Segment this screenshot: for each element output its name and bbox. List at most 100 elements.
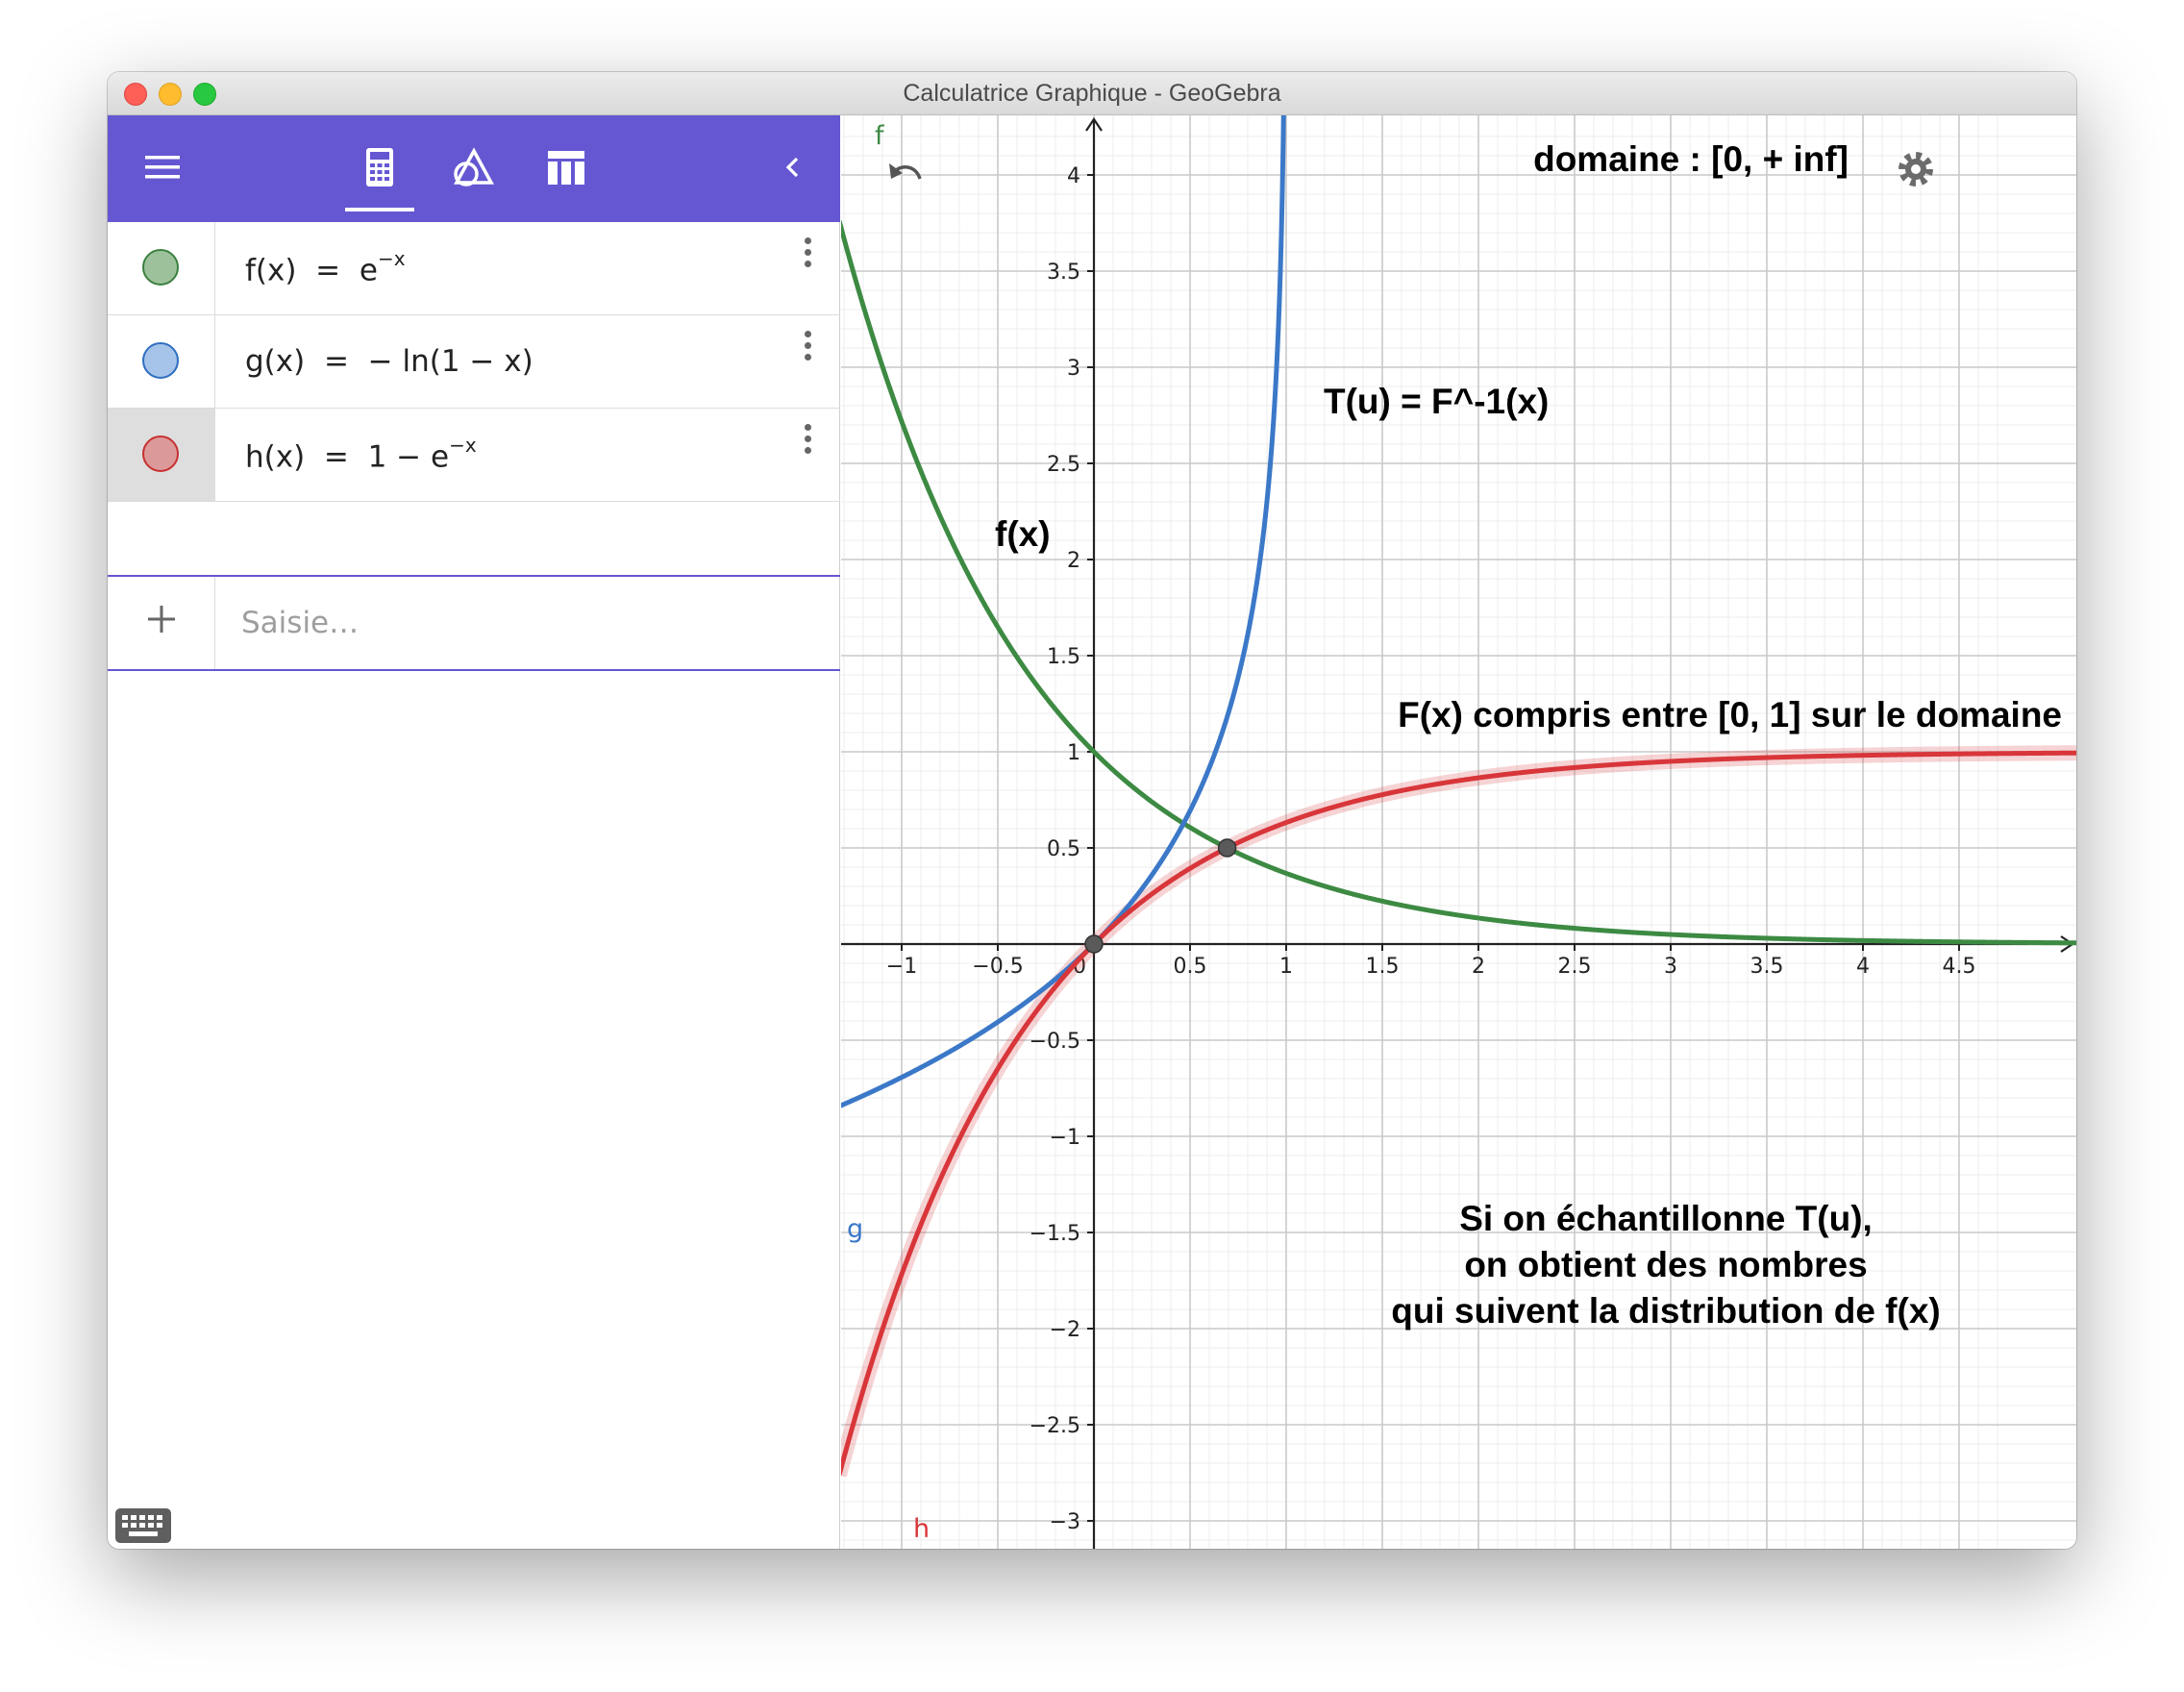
curve-g[interactable] bbox=[841, 115, 1286, 1108]
x-tick-label: −1 bbox=[886, 955, 917, 979]
y-tick-label: 4 bbox=[1067, 164, 1080, 188]
dot-icon bbox=[805, 424, 811, 431]
algebra-row-h[interactable]: h(x) = 1 − e−x bbox=[108, 409, 840, 502]
tab-algebra[interactable] bbox=[351, 138, 409, 196]
x-tick-label: 1.5 bbox=[1366, 955, 1400, 979]
visibility-toggle-f[interactable] bbox=[142, 249, 179, 286]
formula-f[interactable]: f(x) = e−x bbox=[245, 247, 406, 288]
algebra-row-g[interactable]: g(x) = − ln(1 − x) bbox=[108, 315, 840, 409]
curve-label-h: h bbox=[913, 1514, 930, 1544]
major-grid bbox=[841, 115, 2076, 1549]
y-axis-arrow bbox=[1085, 117, 1103, 132]
collapse-panel-button[interactable] bbox=[764, 138, 822, 196]
curve-h[interactable] bbox=[841, 750, 2076, 1477]
app-window: Calculatrice Graphique - GeoGebra bbox=[108, 72, 2076, 1549]
formula-eq: = bbox=[315, 253, 341, 288]
minimize-window-button[interactable] bbox=[159, 83, 182, 106]
calculator-icon bbox=[366, 148, 393, 187]
formula-h[interactable]: h(x) = 1 − e−x bbox=[245, 434, 477, 475]
formula-lhs: h(x) bbox=[245, 439, 306, 475]
active-tab-indicator bbox=[345, 208, 414, 212]
formula-rhs: − ln(1 − x) bbox=[367, 344, 534, 379]
curves bbox=[841, 115, 2076, 1480]
x-tick-label: 3 bbox=[1664, 955, 1677, 979]
formula-rhs: 1 − e bbox=[367, 439, 450, 475]
formula-lhs: g(x) bbox=[245, 344, 306, 379]
row-gutter bbox=[108, 315, 215, 408]
visibility-toggle-g[interactable] bbox=[142, 342, 179, 379]
intersection-points bbox=[1084, 838, 1237, 954]
y-tick-label: 3 bbox=[1067, 357, 1080, 381]
y-tick-label: −2.5 bbox=[1030, 1414, 1080, 1438]
y-tick-label: −3 bbox=[1050, 1510, 1080, 1534]
y-tick-label: 0.5 bbox=[1047, 837, 1080, 861]
curve-f[interactable] bbox=[841, 219, 2076, 946]
y-tick-label: −1 bbox=[1050, 1126, 1080, 1150]
formula-lhs: f(x) bbox=[245, 253, 297, 288]
more-options-button[interactable] bbox=[805, 424, 812, 459]
algebra-input[interactable] bbox=[239, 598, 801, 648]
row-gutter bbox=[108, 222, 215, 314]
title-bar: Calculatrice Graphique - GeoGebra bbox=[108, 72, 2076, 115]
tab-geometry[interactable] bbox=[444, 138, 502, 196]
sampling-annotation-line-1: Si on échantillonne T(u), bbox=[1459, 1199, 1873, 1238]
domain-annotation: domaine : [0, + inf] bbox=[1533, 139, 1849, 179]
y-tick-label: 3.5 bbox=[1047, 261, 1080, 285]
more-options-button[interactable] bbox=[805, 331, 812, 365]
tab-table[interactable] bbox=[537, 138, 595, 196]
algebra-panel: f(x) = e−x g(x) = − ln(1 − x) h(x) = 1 −… bbox=[108, 115, 840, 1549]
more-options-button[interactable] bbox=[805, 237, 812, 272]
zoom-window-button[interactable] bbox=[193, 83, 216, 106]
inverse-annotation: T(u) = F^-1(x) bbox=[1324, 382, 1549, 421]
y-tick-label: −2 bbox=[1050, 1318, 1080, 1342]
app-toolbar bbox=[108, 115, 840, 222]
formula-eq: = bbox=[323, 439, 349, 475]
y-tick-label: 2 bbox=[1067, 549, 1080, 573]
visibility-toggle-h[interactable] bbox=[142, 435, 179, 472]
tick-labels: −1.5−1−0.500.511.522.533.544.5−3−2.5−2−1… bbox=[886, 164, 1976, 1534]
dot-icon bbox=[805, 331, 811, 337]
gear-hole bbox=[1911, 164, 1921, 174]
graphics-view[interactable]: −1.5−1−0.500.511.522.533.544.5−3−2.5−2−1… bbox=[841, 115, 2076, 1549]
plus-icon[interactable] bbox=[142, 600, 181, 638]
intersection-point[interactable] bbox=[1084, 934, 1104, 954]
keyboard-icon bbox=[115, 1508, 171, 1543]
fx-annotation: f(x) bbox=[995, 514, 1051, 554]
chevron-left-icon bbox=[785, 157, 799, 178]
cdf-annotation: F(x) compris entre [0, 1] sur le domaine bbox=[1398, 695, 2062, 734]
y-tick-label: 1 bbox=[1067, 741, 1080, 765]
row-gutter bbox=[108, 409, 215, 501]
x-tick-label: 2 bbox=[1472, 955, 1485, 979]
dot-icon bbox=[805, 447, 811, 454]
y-tick-label: −0.5 bbox=[1030, 1030, 1080, 1054]
gear-icon bbox=[1899, 152, 1933, 187]
formula-rhs: e bbox=[359, 253, 378, 288]
formula-eq: = bbox=[323, 344, 349, 379]
x-tick-label: 2.5 bbox=[1558, 955, 1592, 979]
settings-button[interactable] bbox=[1899, 152, 1933, 187]
dot-icon bbox=[805, 435, 811, 442]
row-gutter bbox=[108, 577, 215, 669]
x-tick-label: 1 bbox=[1279, 955, 1293, 979]
geometry-icon bbox=[454, 147, 494, 187]
minor-grid bbox=[841, 115, 2076, 1549]
x-tick-label: −0.5 bbox=[972, 955, 1023, 979]
close-window-button[interactable] bbox=[124, 83, 147, 106]
x-tick-label: 4 bbox=[1856, 955, 1870, 979]
menu-button[interactable] bbox=[134, 138, 191, 196]
curve-label-g: g bbox=[847, 1214, 863, 1244]
y-tick-label: 2.5 bbox=[1047, 453, 1080, 477]
formula-g[interactable]: g(x) = − ln(1 − x) bbox=[245, 344, 534, 379]
table-icon bbox=[548, 151, 584, 185]
dot-icon bbox=[805, 237, 811, 244]
algebra-row-f[interactable]: f(x) = e−x bbox=[108, 222, 840, 315]
undo-arrowhead bbox=[889, 163, 903, 179]
algebra-input-row bbox=[108, 575, 840, 671]
undo-button[interactable] bbox=[889, 163, 922, 180]
dot-icon bbox=[805, 354, 811, 361]
window-title: Calculatrice Graphique - GeoGebra bbox=[903, 80, 1281, 107]
sampling-annotation-line-3: qui suivent la distribution de f(x) bbox=[1391, 1291, 1940, 1331]
graph-canvas[interactable]: −1.5−1−0.500.511.522.533.544.5−3−2.5−2−1… bbox=[841, 115, 2076, 1549]
intersection-point[interactable] bbox=[1217, 838, 1237, 858]
keyboard-button[interactable] bbox=[114, 1507, 172, 1544]
